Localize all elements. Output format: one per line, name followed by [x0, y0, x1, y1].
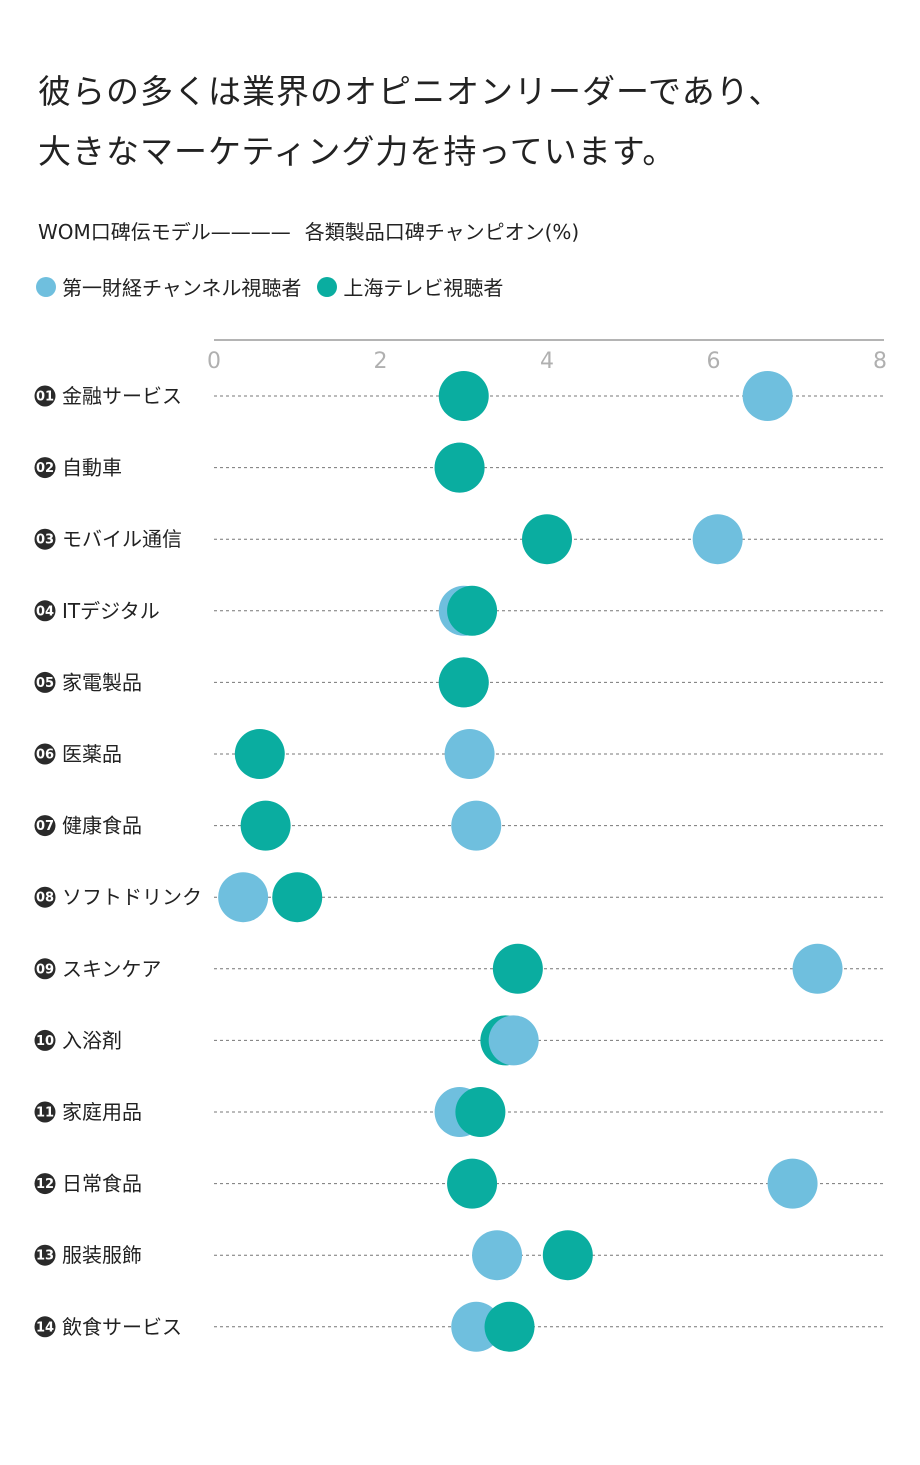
row-number: 05 [36, 676, 54, 691]
data-point-shanghai-tv [272, 872, 323, 923]
row-label: 日常食品 [62, 1172, 142, 1196]
row-number: 12 [36, 1177, 54, 1192]
row-number: 01 [36, 390, 54, 405]
data-point-first-finance [451, 800, 502, 851]
data-point-first-finance [488, 1015, 539, 1066]
row-label: 入浴剤 [62, 1028, 122, 1052]
data-point-shanghai-tv [240, 800, 291, 851]
data-point-first-finance [767, 1158, 818, 1209]
row-number-badge [34, 1316, 56, 1338]
row-number: 08 [36, 891, 54, 906]
row-number-badge [34, 457, 56, 479]
x-tick-label: 2 [374, 349, 388, 374]
row-number: 03 [36, 533, 54, 548]
data-point-shanghai-tv [455, 1087, 506, 1137]
row-label: ITデジタル [62, 599, 160, 623]
row-label: 医薬品 [62, 742, 122, 766]
legend: 第一財経チャンネル視聴者 上海テレビ視聴者 [36, 272, 519, 301]
row-label: 自動車 [62, 456, 122, 480]
heading-line-2: 大きなマーケティング力を持っています。 [38, 132, 677, 171]
row-number-badge [34, 958, 56, 980]
row-number-badge [34, 528, 56, 550]
row-number-badge [34, 815, 56, 837]
x-tick-label: 8 [873, 349, 887, 374]
row-number-badge [34, 1029, 56, 1051]
data-point-shanghai-tv [438, 657, 489, 708]
x-tick-label: 6 [707, 349, 721, 374]
legend-dot-first-finance [36, 276, 56, 297]
row-number: 14 [36, 1320, 54, 1335]
legend-dot-shanghai-tv [317, 276, 338, 297]
row-label: 金融サービス [62, 384, 182, 408]
data-point-shanghai-tv [234, 729, 285, 779]
row-label: 飲食サービス [62, 1315, 182, 1339]
data-point-first-finance [692, 514, 743, 565]
heading-line-1: 彼らの多くは業界のオピニオンリーダーであり、 [38, 72, 783, 111]
heading: 彼らの多くは業界のオピニオンリーダーであり、 大きなマーケティング力を持っていま… [38, 62, 898, 182]
row-number-badge [34, 1244, 56, 1266]
data-point-shanghai-tv [438, 371, 489, 421]
row-number: 13 [36, 1249, 54, 1264]
row-label: 家庭用品 [62, 1100, 142, 1124]
legend-item-shanghai-tv: 上海テレビ視聴者 [317, 272, 503, 301]
row-number: 04 [36, 604, 54, 619]
legend-label-shanghai-tv: 上海テレビ視聴者 [343, 276, 504, 300]
data-point-shanghai-tv [492, 943, 543, 994]
row-label: 健康食品 [62, 814, 142, 838]
data-point-first-finance [444, 729, 495, 779]
row-number-badge [34, 1173, 56, 1195]
row-label: 服装服飾 [62, 1243, 142, 1267]
data-point-first-finance [742, 371, 793, 421]
legend-label-first-finance: 第一財経チャンネル視聴者 [62, 276, 302, 300]
row-label: 家電製品 [62, 670, 142, 694]
data-point-shanghai-tv [522, 514, 572, 565]
row-number-badge [34, 671, 56, 693]
data-point-first-finance [472, 1230, 523, 1281]
row-number: 06 [36, 748, 54, 763]
row-number-badge [34, 385, 56, 407]
row-number: 09 [36, 962, 54, 977]
row-number: 10 [36, 1034, 54, 1049]
data-point-first-finance [218, 872, 269, 923]
data-point-shanghai-tv [447, 1158, 498, 1209]
data-point-shanghai-tv [542, 1230, 593, 1281]
data-point-shanghai-tv [484, 1301, 535, 1352]
x-tick-label: 4 [540, 349, 554, 374]
data-point-shanghai-tv [447, 585, 498, 636]
data-point-first-finance [792, 943, 843, 994]
row-label: ソフトドリンク [62, 885, 202, 909]
subtitle-right: 各類製品口碑チャンピオン(%) [304, 220, 580, 244]
chart-subtitle: WOM口碑伝モデル———— 各類製品口碑チャンピオン(%) [38, 216, 579, 245]
row-number-badge [34, 743, 56, 765]
row-label: スキンケア [62, 957, 161, 981]
row-number: 07 [36, 819, 54, 834]
legend-item-first-finance: 第一財経チャンネル視聴者 [36, 272, 301, 301]
row-number-badge [34, 600, 56, 622]
row-number-badge [34, 1101, 56, 1123]
x-tick-label: 0 [207, 349, 221, 374]
row-label: モバイル通信 [62, 527, 182, 551]
data-point-shanghai-tv [434, 442, 485, 493]
row-number: 02 [36, 461, 54, 476]
row-number: 11 [36, 1106, 54, 1121]
row-number-badge [34, 886, 56, 908]
subtitle-left: WOM口碑伝モデル———— [38, 220, 291, 244]
